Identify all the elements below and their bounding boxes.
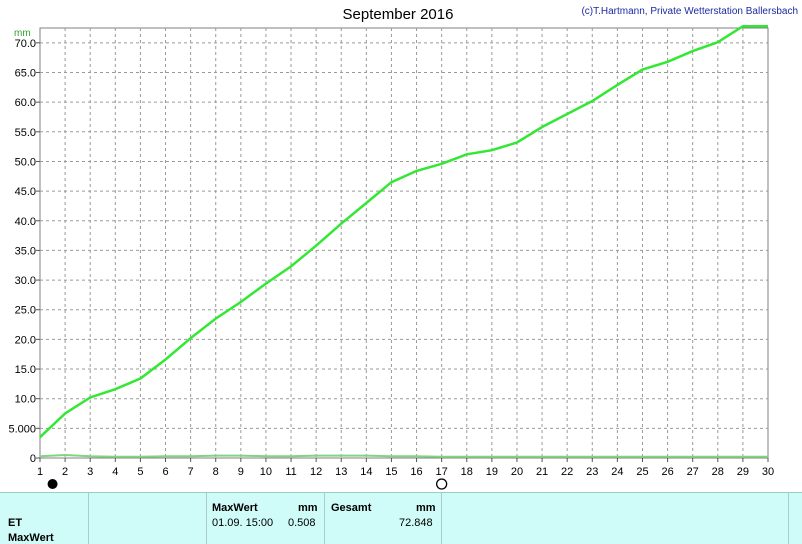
x-tick-label: 23 (586, 466, 598, 478)
plot-frame (39, 27, 769, 459)
x-tick-label: 5 (137, 466, 143, 478)
x-tick-label: 17 (436, 466, 448, 478)
y-tick-label: 50.0 (15, 156, 36, 168)
x-tick-label: 25 (636, 466, 648, 478)
row-label-maxwert: MaxWert (8, 532, 54, 544)
table-divider (324, 493, 325, 544)
x-tick-label: 15 (385, 466, 397, 478)
x-tick-label: 1 (37, 466, 43, 478)
x-tick-label: 3 (87, 466, 93, 478)
summary-table: MaxWert mm Gesamt mm ET 01.09. 15:00 0.5… (0, 492, 802, 544)
x-tick-label: 18 (461, 466, 473, 478)
y-tick-label: 70.0 (15, 38, 36, 50)
x-tick-label: 24 (611, 466, 623, 478)
x-tick-label: 26 (661, 466, 673, 478)
x-tick-label: 29 (737, 466, 749, 478)
y-tick-label: 35.0 (15, 245, 36, 257)
y-tick-label: 30.0 (15, 275, 36, 287)
table-divider (206, 493, 207, 544)
y-tick-label: 65.0 (15, 67, 36, 79)
x-tick-label: 6 (162, 466, 168, 478)
x-tick-label: 7 (188, 466, 194, 478)
y-tick-label: 25.0 (15, 305, 36, 317)
y-tick-label: 20.0 (15, 334, 36, 346)
max-unit: mm (298, 502, 318, 514)
max-time: 01.09. 15:00 (212, 517, 274, 529)
x-tick-label: 10 (260, 466, 272, 478)
y-tick-label: 15.0 (15, 364, 36, 376)
y-tick-label: 5.000 (8, 423, 36, 435)
x-tick-label: 8 (213, 466, 219, 478)
y-tick-label: 55.0 (15, 127, 36, 139)
x-tick-label: 22 (561, 466, 573, 478)
total-unit: mm (416, 502, 436, 514)
x-tick-label: 16 (410, 466, 422, 478)
x-tick-label: 9 (238, 466, 244, 478)
et-cumulative-line (39, 24, 768, 439)
y-tick-label: 45.0 (15, 186, 36, 198)
total-header: Gesamt (331, 502, 372, 514)
y-tick-label: 60.0 (15, 97, 36, 109)
y-tick-label: 0 (30, 453, 36, 465)
y-tick-label: 40.0 (15, 216, 36, 228)
max-value: 0.508 (288, 517, 316, 529)
x-tick-label: 14 (360, 466, 372, 478)
table-divider (88, 493, 89, 544)
x-tick-label: 2 (62, 466, 68, 478)
copyright-text: (c)T.Hartmann, Private Wetterstation Bal… (581, 6, 798, 17)
x-tick-label: 20 (511, 466, 523, 478)
x-tick-label: 27 (687, 466, 699, 478)
x-tick-label: 30 (762, 466, 774, 478)
chart-title: September 2016 (342, 6, 454, 23)
x-tick-label: 28 (712, 466, 724, 478)
y-axis-unit: mm (14, 28, 31, 39)
cursor-marker (436, 478, 448, 490)
table-divider (441, 493, 442, 544)
max-header: MaxWert (212, 502, 258, 514)
x-tick-label: 13 (335, 466, 347, 478)
row-label-et: ET (8, 517, 23, 529)
chart-area[interactable]: 0 5.000 10.0 15.0 20.0 25.0 30.0 35.0 40.0 45.0 50… (0, 0, 802, 492)
x-tick-label: 19 (486, 466, 498, 478)
x-tick-label: 11 (285, 466, 296, 478)
table-divider (788, 493, 789, 544)
total-value: 72.848 (399, 517, 433, 529)
x-tick-label: 21 (536, 466, 548, 478)
et-daily-line (39, 453, 768, 458)
x-tick-label: 12 (310, 466, 322, 478)
x-tick-label: 4 (112, 466, 118, 478)
start-marker (47, 479, 58, 489)
y-tick-label: 10.0 (15, 394, 36, 406)
